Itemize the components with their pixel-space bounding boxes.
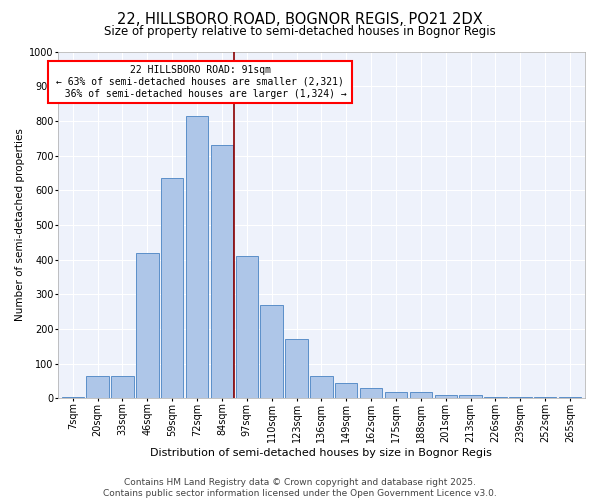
- Bar: [62, 396, 84, 398]
- X-axis label: Distribution of semi-detached houses by size in Bognor Regis: Distribution of semi-detached houses by …: [151, 448, 493, 458]
- Bar: [410, 392, 432, 398]
- Bar: [559, 396, 581, 398]
- Bar: [260, 304, 283, 398]
- Bar: [335, 382, 358, 398]
- Bar: [509, 396, 532, 398]
- Bar: [434, 395, 457, 398]
- Bar: [236, 256, 258, 398]
- Bar: [211, 145, 233, 399]
- Text: 22, HILLSBORO ROAD, BOGNOR REGIS, PO21 2DX: 22, HILLSBORO ROAD, BOGNOR REGIS, PO21 2…: [117, 12, 483, 28]
- Bar: [534, 396, 556, 398]
- Y-axis label: Number of semi-detached properties: Number of semi-detached properties: [15, 128, 25, 322]
- Bar: [186, 116, 208, 399]
- Bar: [136, 252, 158, 398]
- Bar: [385, 392, 407, 398]
- Bar: [286, 340, 308, 398]
- Text: Contains HM Land Registry data © Crown copyright and database right 2025.
Contai: Contains HM Land Registry data © Crown c…: [103, 478, 497, 498]
- Bar: [460, 395, 482, 398]
- Text: Size of property relative to semi-detached houses in Bognor Regis: Size of property relative to semi-detach…: [104, 25, 496, 38]
- Bar: [111, 376, 134, 398]
- Bar: [310, 376, 332, 398]
- Bar: [161, 178, 184, 398]
- Bar: [484, 396, 506, 398]
- Bar: [86, 376, 109, 398]
- Bar: [360, 388, 382, 398]
- Text: 22 HILLSBORO ROAD: 91sqm
← 63% of semi-detached houses are smaller (2,321)
  36%: 22 HILLSBORO ROAD: 91sqm ← 63% of semi-d…: [53, 66, 347, 98]
